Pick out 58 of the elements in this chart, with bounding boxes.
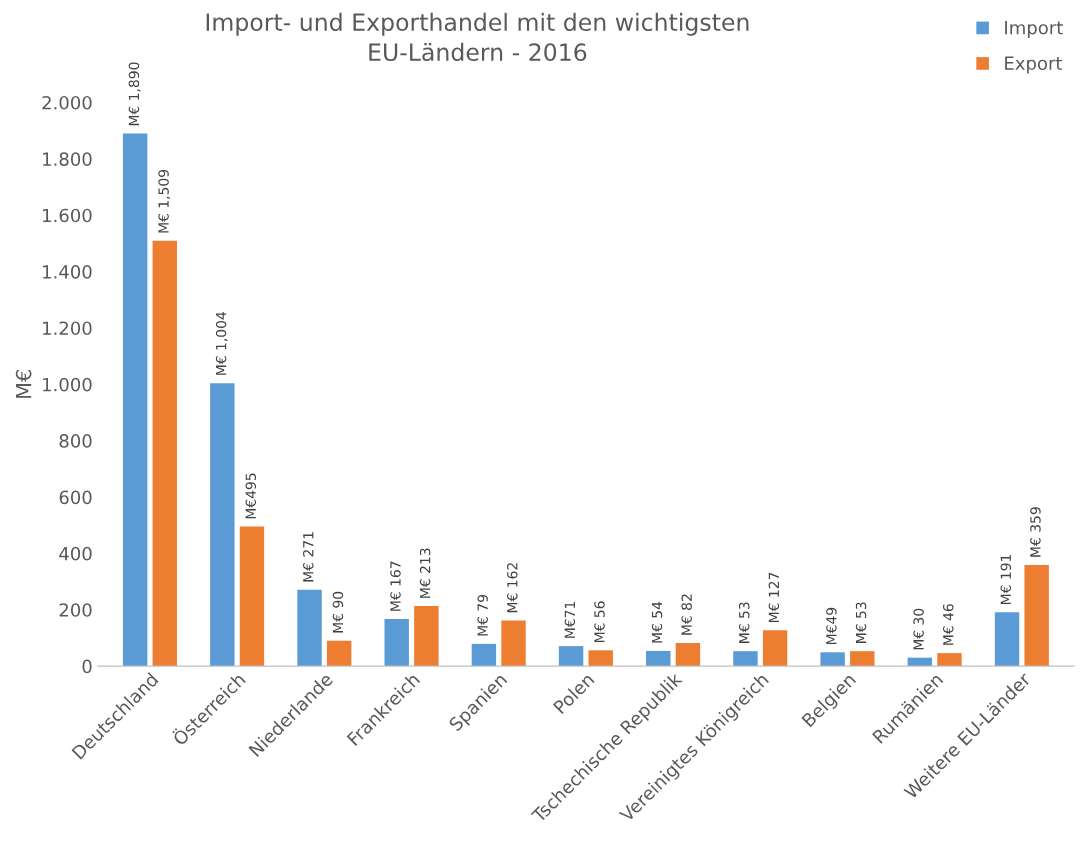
bar — [239, 526, 265, 667]
data-label: M€ 56 — [594, 601, 605, 643]
bar — [210, 383, 235, 667]
y-tick-label: 200 — [59, 603, 92, 617]
bar — [675, 643, 701, 667]
bar — [646, 650, 671, 667]
data-label: M€ 127 — [768, 572, 780, 623]
bar — [1024, 564, 1049, 667]
y-tick-label: 1.200 — [43, 321, 92, 336]
y-tick-label: 1.600 — [43, 208, 92, 223]
bar — [820, 652, 845, 667]
data-label: M€ 46 — [943, 604, 954, 645]
data-label: M€ 1,004 — [215, 312, 228, 375]
data-label: M€ 82 — [681, 594, 692, 635]
legend-label: Import — [1005, 21, 1063, 38]
data-label: M€ 213 — [419, 548, 431, 598]
chart-title: Import- und Exporthandel mit den wichtigsten EU-Ländern - 2016 — [206, 12, 749, 62]
bar — [384, 619, 409, 667]
legend-label: Export — [1005, 56, 1063, 74]
bar — [937, 653, 962, 667]
y-tick-label: 0 — [82, 659, 92, 674]
data-label: M€71 — [564, 601, 576, 638]
data-label: M€ 79 — [477, 594, 488, 636]
y-tick-label: 1.000 — [43, 377, 92, 392]
bar — [501, 620, 526, 667]
data-label: M€49 — [826, 607, 837, 644]
data-label: M€ 1,890 — [128, 62, 141, 126]
data-label: M€495 — [245, 473, 256, 519]
y-tick-label: 600 — [59, 490, 92, 505]
bar — [414, 606, 439, 667]
bar — [994, 612, 1020, 667]
y-tick-label: 1.400 — [43, 265, 92, 279]
bar — [762, 630, 788, 667]
data-label: M€ 271 — [303, 532, 314, 582]
data-label: M€ 90 — [332, 591, 344, 633]
data-label: M€ 30 — [913, 608, 924, 650]
data-label: M€ 53 — [738, 602, 750, 643]
data-label: M€ 162 — [507, 563, 518, 613]
data-label: M€ 53 — [855, 602, 867, 643]
bar — [471, 643, 497, 667]
bar — [733, 651, 758, 667]
y-axis-title: M€ — [15, 370, 32, 398]
y-tick-label: 1.800 — [43, 152, 92, 166]
y-tick-label: 2.000 — [42, 95, 92, 110]
data-label: M€ 1,509 — [158, 169, 171, 233]
bar — [122, 133, 148, 667]
bar — [326, 640, 352, 667]
bar — [152, 240, 177, 667]
data-label: M€ 167 — [390, 561, 401, 611]
data-label: M€ 191 — [1000, 554, 1012, 604]
data-label: M€ 359 — [1030, 507, 1041, 557]
bar — [558, 646, 584, 667]
y-tick-label: 800 — [59, 434, 92, 448]
bar — [297, 589, 322, 667]
y-tick-label: 400 — [59, 546, 92, 561]
bar — [588, 650, 613, 667]
bar — [850, 651, 875, 667]
data-label: M€ 54 — [651, 601, 663, 643]
